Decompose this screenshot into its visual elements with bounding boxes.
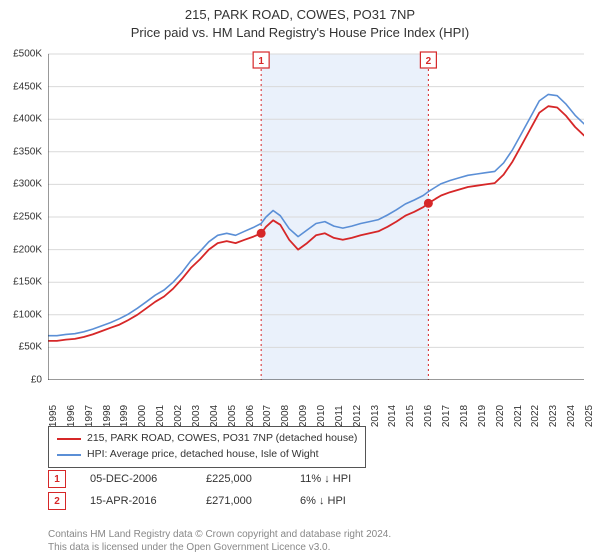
x-tick: 2006 — [245, 405, 256, 427]
x-tick: 2014 — [387, 405, 398, 427]
x-tick: 2007 — [262, 405, 273, 427]
x-tick: 2017 — [441, 405, 452, 427]
chart-legend: 215, PARK ROAD, COWES, PO31 7NP (detache… — [48, 426, 366, 468]
x-tick: 2008 — [280, 405, 291, 427]
sale-marker: 2 — [48, 492, 66, 510]
x-tick: 2023 — [548, 405, 559, 427]
x-tick: 2019 — [477, 405, 488, 427]
x-tick: 2012 — [352, 405, 363, 427]
sale-price: £225,000 — [206, 473, 276, 485]
legend-label: HPI: Average price, detached house, Isle… — [87, 447, 319, 463]
x-tick: 2009 — [298, 405, 309, 427]
x-tick: 2004 — [209, 405, 220, 427]
x-tick: 2024 — [566, 405, 577, 427]
y-tick: £350K — [13, 146, 42, 157]
x-tick: 2020 — [495, 405, 506, 427]
footer-line-2: This data is licensed under the Open Gov… — [48, 541, 391, 554]
x-tick: 1995 — [48, 405, 59, 427]
y-tick: £500K — [13, 49, 42, 60]
x-tick: 1998 — [102, 405, 113, 427]
x-axis-tick-labels: 1995 1996 1997 1998 1999 2000 2001 2002 2003 2004… — [48, 382, 584, 426]
x-tick: 2016 — [423, 405, 434, 427]
legend-label: 215, PARK ROAD, COWES, PO31 7NP (detache… — [87, 431, 357, 447]
x-tick: 2000 — [137, 405, 148, 427]
y-tick: £200K — [13, 244, 42, 255]
legend-swatch — [57, 438, 81, 440]
svg-text:1: 1 — [258, 56, 264, 67]
chart-svg: 12 — [48, 50, 584, 380]
y-tick: £300K — [13, 179, 42, 190]
x-tick: 2005 — [227, 405, 238, 427]
x-tick: 1997 — [84, 405, 95, 427]
price-vs-hpi-chart: 12 — [48, 50, 584, 380]
sales-table: 1 05-DEC-2006 £225,000 11% ↓ HPI 2 15-APR-201… — [48, 468, 390, 512]
x-tick: 1996 — [66, 405, 77, 427]
legend-swatch — [57, 454, 81, 456]
x-tick: 2003 — [191, 405, 202, 427]
chart-title-address: 215, PARK ROAD, COWES, PO31 7NP — [0, 6, 600, 24]
y-tick: £250K — [13, 212, 42, 223]
y-axis-tick-labels: £0£50K£100K£150K£200K£250K£300K£350K£400… — [0, 50, 46, 380]
sale-date: 05-DEC-2006 — [90, 473, 182, 485]
sale-date: 15-APR-2016 — [90, 495, 182, 507]
y-tick: £50K — [19, 342, 42, 353]
sale-delta-vs-hpi: 11% ↓ HPI — [300, 473, 390, 485]
x-tick: 2001 — [155, 405, 166, 427]
footer-line-1: Contains HM Land Registry data © Crown c… — [48, 528, 391, 541]
legend-row: 215, PARK ROAD, COWES, PO31 7NP (detache… — [57, 431, 357, 447]
svg-text:2: 2 — [426, 56, 432, 67]
x-tick: 2022 — [530, 405, 541, 427]
x-tick: 2015 — [405, 405, 416, 427]
sale-price: £271,000 — [206, 495, 276, 507]
chart-title-subtitle: Price paid vs. HM Land Registry's House … — [0, 24, 600, 42]
x-tick: 1999 — [119, 405, 130, 427]
sale-delta-vs-hpi: 6% ↓ HPI — [300, 495, 390, 507]
x-tick: 2018 — [459, 405, 470, 427]
x-tick: 2010 — [316, 405, 327, 427]
y-tick: £0 — [31, 375, 42, 386]
y-tick: £450K — [13, 81, 42, 92]
y-tick: £150K — [13, 277, 42, 288]
chart-title-block: 215, PARK ROAD, COWES, PO31 7NP Price pa… — [0, 0, 600, 41]
sale-marker: 1 — [48, 470, 66, 488]
x-tick: 2025 — [584, 405, 595, 427]
x-tick: 2021 — [513, 405, 524, 427]
sale-row: 2 15-APR-2016 £271,000 6% ↓ HPI — [48, 490, 390, 512]
legend-row: HPI: Average price, detached house, Isle… — [57, 447, 357, 463]
sale-row: 1 05-DEC-2006 £225,000 11% ↓ HPI — [48, 468, 390, 490]
x-tick: 2011 — [334, 405, 345, 427]
y-tick: £100K — [13, 309, 42, 320]
x-tick: 2013 — [370, 405, 381, 427]
chart-footer: Contains HM Land Registry data © Crown c… — [48, 528, 391, 554]
y-tick: £400K — [13, 114, 42, 125]
x-tick: 2002 — [173, 405, 184, 427]
